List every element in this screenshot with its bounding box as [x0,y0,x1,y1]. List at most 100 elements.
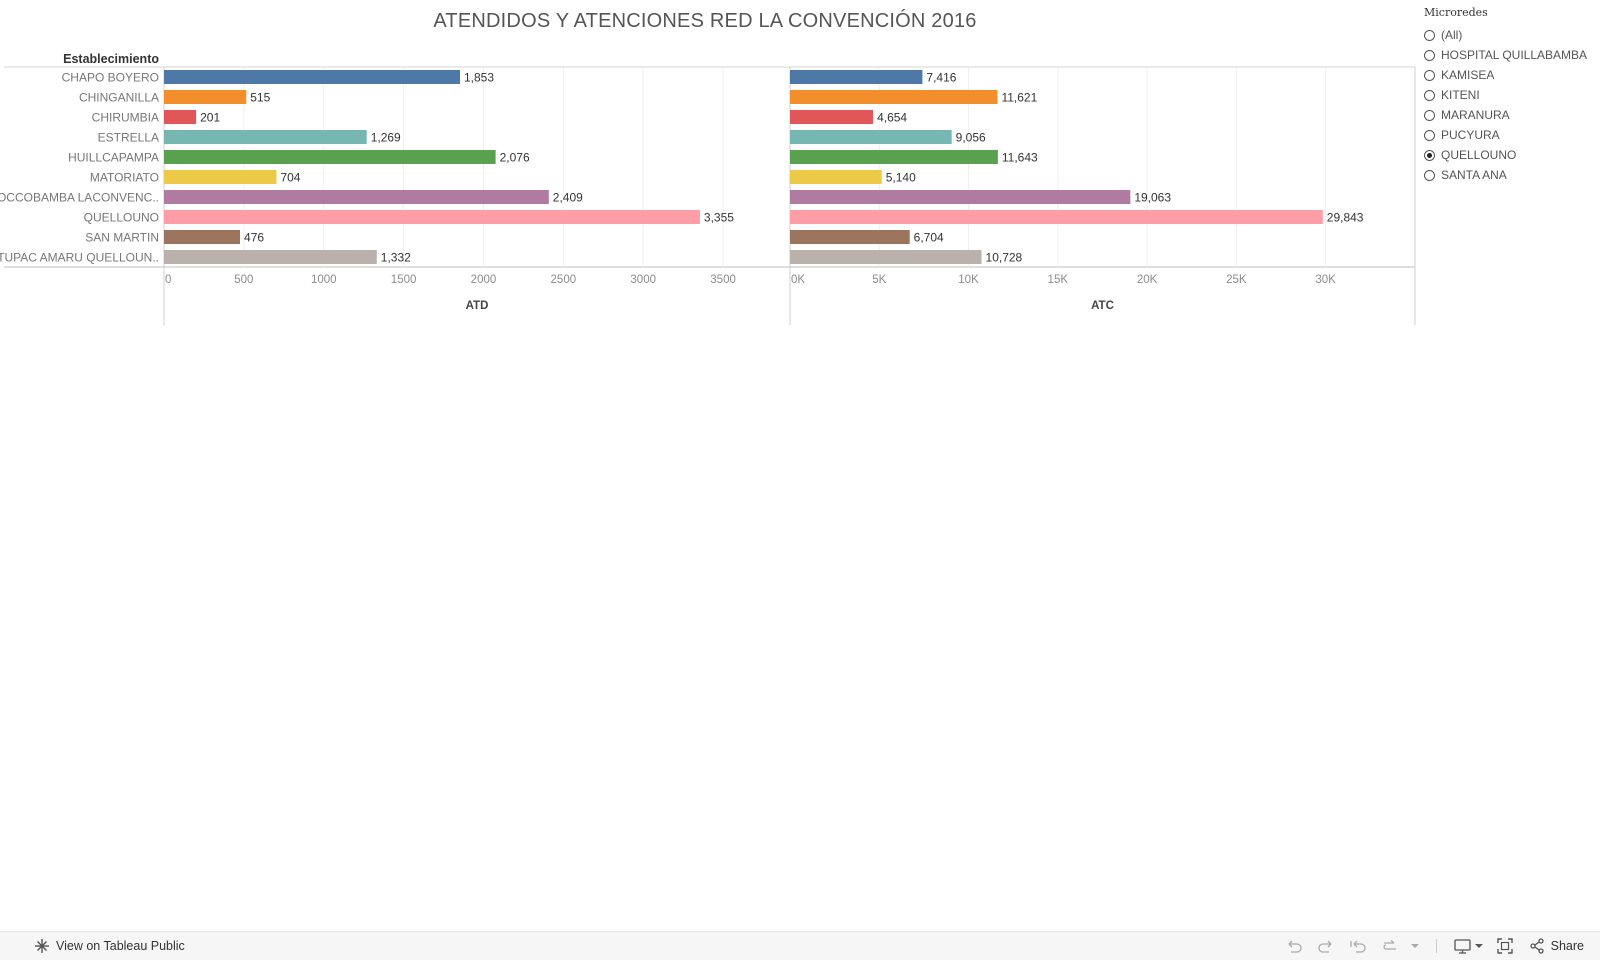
filter-option-label: SANTA ANA [1441,168,1507,182]
data-label: 201 [200,111,220,125]
filter-option-label: QUELLOUNO [1441,148,1517,162]
filter-option-label: KITENI [1441,88,1480,102]
filter-options: (All) HOSPITAL QUILLABAMBA KAMISEA KITENI MA… [1424,25,1600,185]
category-label: TUPAC AMARU QUELLOUN.. [0,251,159,265]
filter-option[interactable]: SANTA ANA [1424,165,1600,185]
share-label: Share [1550,939,1584,953]
radio-button[interactable] [1424,169,1435,181]
x-tick-label: 10K [958,274,979,286]
share-icon [1529,938,1544,954]
filter-option[interactable]: QUELLOUNO [1424,145,1600,165]
data-label: 7,416 [926,71,956,85]
bar [790,210,1323,224]
chart-title: ATENDIDOS Y ATENCIONES RED LA CONVENCIÓN… [433,10,977,32]
x-tick-label: 0K [791,274,805,286]
x-tick-label: 0 [165,274,171,286]
data-label: 2,076 [500,151,530,165]
filter-option[interactable]: KITENI [1424,85,1600,105]
filter-option-label: (All) [1441,28,1463,42]
bar [790,150,998,164]
data-label: 2,409 [553,191,583,205]
toolbar-divider [1435,939,1437,953]
data-label: 29,843 [1327,211,1364,225]
data-label: 19,063 [1134,191,1171,205]
filter-title: Microredes [1424,6,1488,19]
bar [790,170,882,184]
radio-button[interactable] [1424,109,1435,121]
x-tick-label: 3000 [630,274,656,286]
category-label: QUELLOUNO [84,211,159,225]
x-axis-title: ATC [1091,300,1114,312]
x-tick-label: 2000 [471,274,497,286]
x-tick-label: 1500 [391,274,417,286]
category-label: SAN MARTIN [85,231,159,245]
x-tick-label: 2500 [551,274,577,286]
bar [164,210,700,224]
tableau-logo-icon [35,939,49,953]
view-on-tableau-link[interactable]: View on Tableau Public [34,938,185,954]
data-label: 1,269 [371,131,401,145]
data-label: 11,643 [1002,151,1038,165]
row-header: Establecimiento [63,52,159,66]
bar-chart: Establecimiento 0 500 1000 1500 2000 2500 3000 3… [0,52,1416,325]
refresh-icon [1383,940,1396,950]
filter-option[interactable]: KAMISEA [1424,65,1600,85]
x-tick-label: 25K [1226,274,1247,286]
bar [790,130,952,144]
radio-button[interactable] [1424,149,1435,161]
radio-button[interactable] [1424,69,1435,81]
bar [164,190,549,204]
category-label: MATORIATO [90,171,159,185]
refresh-button[interactable] [1374,934,1406,958]
filter-option[interactable]: HOSPITAL QUILLABAMBA [1424,45,1600,65]
bar [164,110,197,124]
data-label: 6,704 [914,231,944,245]
bar [790,90,998,104]
x-tick-label: 15K [1048,274,1069,286]
bar [164,170,277,184]
category-label: CHAPO BOYERO [62,71,159,85]
bar [790,190,1131,204]
filter-option-label: KAMISEA [1441,68,1495,82]
undo-icon [1288,940,1302,953]
revert-icon [1349,940,1366,953]
radio-button[interactable] [1424,49,1435,61]
bar [164,130,367,144]
redo-button[interactable] [1310,934,1342,958]
radio-button[interactable] [1424,129,1435,141]
data-label: 4,654 [877,111,907,125]
fullscreen-button[interactable] [1489,934,1521,958]
x-tick-label: 3500 [710,274,736,286]
download-button[interactable] [1449,934,1489,958]
data-label: 11,621 [1001,91,1037,105]
bar [790,250,982,264]
x-tick-label: 20K [1137,274,1158,286]
refresh-menu-button[interactable] [1406,934,1424,958]
filter-option[interactable]: MARANURA [1424,105,1600,125]
tableau-toolbar: View on Tableau Public Share [0,931,1600,960]
bar [164,230,241,244]
data-label: 9,056 [956,131,986,145]
x-tick-label: 30K [1315,274,1336,286]
filter-option[interactable]: (All) [1424,25,1600,45]
x-tick-label: 5K [872,274,886,286]
share-button[interactable]: Share [1529,938,1584,954]
radio-button[interactable] [1424,29,1435,41]
view-on-tableau-label: View on Tableau Public [56,939,185,953]
filter-option-label: HOSPITAL QUILLABAMBA [1441,48,1588,62]
filter-option[interactable]: PUCYURA [1424,125,1600,145]
radio-button[interactable] [1424,89,1435,101]
filter-option-label: PUCYURA [1441,128,1500,142]
redo-icon [1318,940,1332,953]
data-label: 704 [280,171,300,185]
data-label: 10,728 [986,251,1023,265]
revert-button[interactable] [1342,934,1374,958]
undo-button[interactable] [1278,934,1310,958]
x-axis-title: ATD [466,300,489,312]
bar [164,70,460,84]
data-label: 1,853 [464,71,494,85]
bar [164,250,377,264]
category-label: ESTRELLA [98,131,159,145]
bar [164,90,247,104]
category-label: CHIRUMBIA [92,111,159,125]
